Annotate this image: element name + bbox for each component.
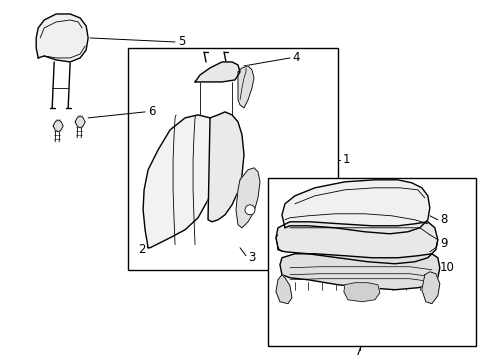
Polygon shape [421, 272, 439, 304]
Bar [128, 48, 337, 270]
Polygon shape [236, 168, 260, 228]
Text: 4: 4 [291, 51, 299, 64]
Text: 2: 2 [138, 243, 145, 256]
Polygon shape [75, 116, 85, 128]
Text: 1: 1 [342, 153, 350, 166]
Polygon shape [282, 180, 429, 234]
Polygon shape [275, 222, 437, 264]
Text: 6: 6 [148, 105, 155, 118]
Bar [267, 178, 475, 346]
Polygon shape [143, 115, 222, 248]
Text: 7: 7 [354, 345, 362, 358]
Text: 8: 8 [439, 213, 446, 226]
Text: 10: 10 [439, 261, 454, 274]
Polygon shape [36, 14, 88, 62]
Circle shape [244, 205, 254, 215]
Polygon shape [280, 254, 439, 290]
Polygon shape [195, 62, 240, 82]
Text: 5: 5 [178, 36, 185, 49]
Polygon shape [238, 66, 253, 108]
Polygon shape [343, 283, 379, 302]
Polygon shape [275, 275, 291, 304]
Polygon shape [207, 112, 244, 222]
Text: 3: 3 [247, 251, 255, 264]
Polygon shape [53, 120, 63, 132]
Text: 9: 9 [439, 237, 447, 250]
